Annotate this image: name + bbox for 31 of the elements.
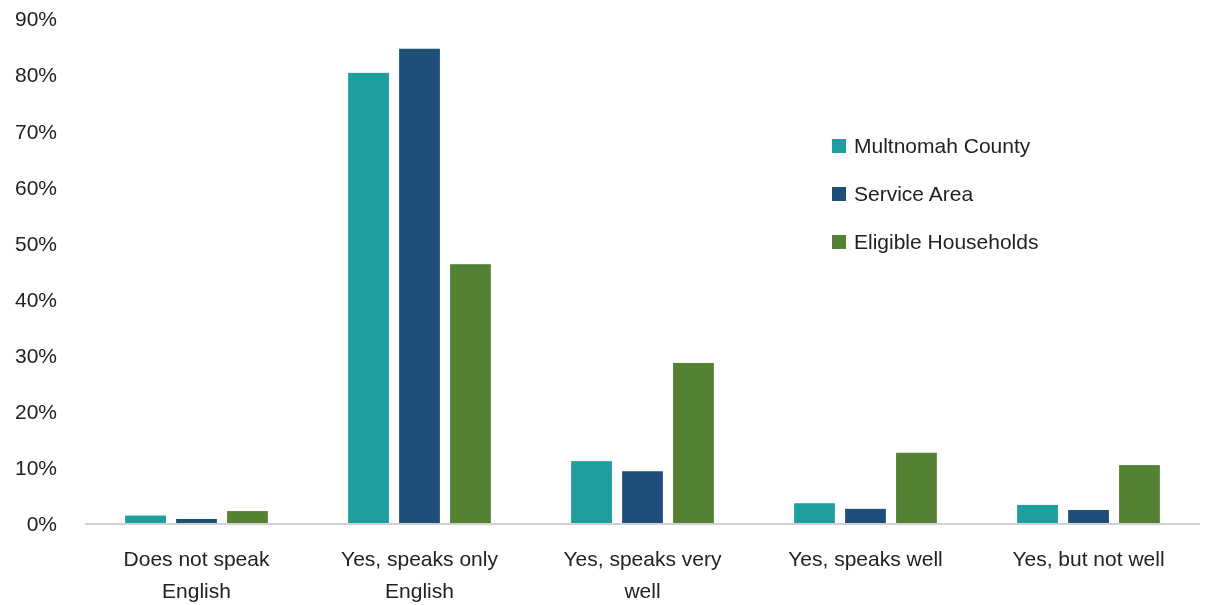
legend-label: Eligible Households xyxy=(854,230,1039,254)
bar xyxy=(896,452,937,524)
bar xyxy=(399,48,440,524)
y-tick-label: 40% xyxy=(14,287,57,311)
bar xyxy=(845,508,886,524)
y-tick-label: 60% xyxy=(14,175,57,199)
y-tick-label: 0% xyxy=(26,512,57,536)
bar xyxy=(794,503,835,524)
y-tick-label: 80% xyxy=(14,63,57,87)
y-tick-label: 30% xyxy=(14,344,57,368)
x-tick-label: Yes, speaks well xyxy=(788,547,943,570)
bar xyxy=(1017,504,1058,524)
y-tick-label: 10% xyxy=(14,456,57,480)
bar xyxy=(1068,509,1109,524)
x-tick-label: Yes, speaks only English xyxy=(341,547,499,602)
bar xyxy=(1119,465,1160,524)
x-tick-label: Yes, but not well xyxy=(1012,547,1165,570)
x-tick-label: Yes, speaks very well xyxy=(563,547,722,602)
bar xyxy=(622,471,663,524)
y-tick-label: 70% xyxy=(14,119,57,143)
legend-label: Service Area xyxy=(854,182,974,206)
y-tick-label: 20% xyxy=(14,400,57,424)
y-tick-label: 90% xyxy=(14,7,57,31)
bar xyxy=(348,72,389,524)
bar xyxy=(571,461,612,524)
bar xyxy=(673,362,714,524)
y-tick-label: 50% xyxy=(14,231,57,255)
x-tick-label: Does not speak English xyxy=(123,547,270,602)
bar xyxy=(227,511,268,524)
bar xyxy=(450,264,491,524)
legend-label: Multnomah County xyxy=(854,134,1031,158)
